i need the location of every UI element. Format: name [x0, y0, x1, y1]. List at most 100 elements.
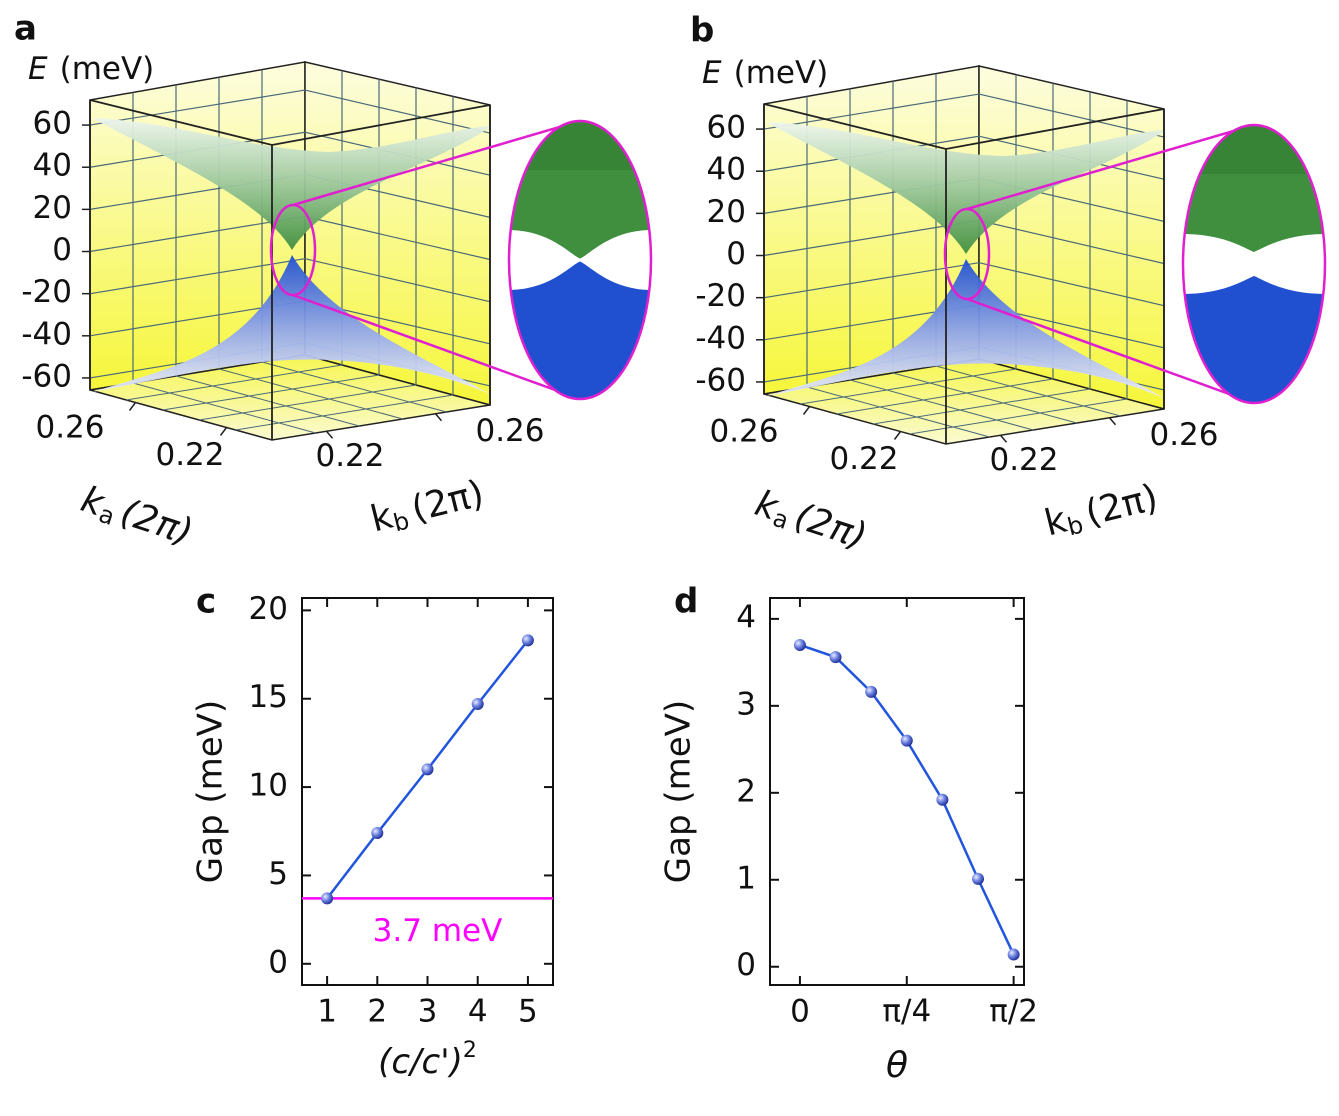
- ka-tick-label: 0.26: [709, 413, 778, 449]
- x-tick-label: π/4: [882, 994, 931, 1030]
- x-tick-label: 2: [367, 994, 387, 1030]
- z-tick-label: 0: [52, 232, 72, 268]
- inset-border: [1181, 123, 1327, 405]
- x-tick-label: 1: [317, 994, 337, 1030]
- z-tick-label: 20: [707, 194, 746, 230]
- x-tick-label: 4: [468, 994, 488, 1030]
- label-unit: (meV): [60, 51, 155, 87]
- lower-band: [92, 255, 492, 395]
- y-tick-label: 0: [268, 944, 288, 980]
- z-tick-label: -60: [21, 358, 72, 394]
- z-tick-label: 40: [707, 152, 746, 188]
- label-unit: (2π): [408, 473, 488, 530]
- floor-grid: [892, 372, 1077, 424]
- tick-mark: [128, 402, 137, 411]
- floor-grid: [806, 386, 990, 438]
- floor-grid: [935, 365, 1121, 417]
- z-tick-label: 20: [33, 190, 72, 226]
- zoom-content: [509, 121, 651, 399]
- label-symbol: E: [28, 51, 48, 87]
- reference-label: 3.7 meV: [373, 913, 503, 949]
- tick-mark: [434, 413, 443, 422]
- kb-tick-label: 0.22: [989, 442, 1058, 478]
- data-point: [900, 734, 913, 747]
- label-unit: (2π): [1082, 477, 1162, 534]
- tick-mark: [802, 406, 811, 415]
- floor-grid: [800, 368, 1017, 405]
- zoom-line: [966, 123, 1255, 211]
- z-tick-label: -20: [21, 274, 72, 310]
- z-axis-label: E (meV): [702, 55, 828, 91]
- z-tick-label: -20: [695, 278, 746, 314]
- grid-line: [978, 219, 1165, 265]
- y-tick-label: 4: [736, 599, 756, 635]
- y-tick-label: 15: [249, 679, 288, 715]
- tick-mark: [219, 427, 228, 436]
- surface-panel: 60 40 20 0 -20 -40 -60 0.26 0.22 0.22 0.26 E (meV) ka…: [695, 55, 1327, 557]
- data-point: [1007, 948, 1020, 961]
- grid-line: [978, 93, 1165, 138]
- data-point: [936, 793, 949, 806]
- ka-axis-label: ka(2π): [76, 479, 198, 555]
- floor-grid: [836, 378, 1054, 415]
- z-tick-label: -40: [695, 320, 746, 356]
- grid-line: [763, 262, 980, 299]
- box-edge: [763, 103, 1165, 444]
- floor-grid: [199, 384, 417, 421]
- tick-mark: [325, 430, 334, 439]
- data-point: [972, 872, 985, 885]
- panel-label: c: [196, 582, 216, 622]
- lower-band: [766, 259, 1166, 399]
- surface-panel: 60 40 20 0 -20 -40 -60 0.26 0.22 0.22 0.26 E (meV) ka…: [21, 51, 653, 555]
- panel-label: b: [690, 11, 714, 51]
- upper-band: [92, 118, 492, 250]
- label-unit: (2π): [790, 496, 872, 557]
- y-tick-label: 1: [736, 860, 756, 896]
- label-superscript: 2: [463, 1038, 477, 1063]
- grid-line: [978, 262, 1165, 307]
- data-point: [471, 698, 484, 711]
- grid-line: [89, 89, 306, 126]
- x-tick-label: π/2: [989, 994, 1038, 1030]
- label-unit: (2π): [116, 492, 198, 553]
- z-tick-label: 60: [707, 110, 746, 146]
- y-axis-label: Gap (meV): [191, 700, 231, 883]
- y-tick-label: 5: [268, 856, 288, 892]
- grid-line: [89, 258, 306, 295]
- floor-grid: [126, 364, 343, 401]
- label-symbol: E: [702, 55, 722, 91]
- inset-lower: [509, 261, 651, 399]
- zoom-line: [966, 297, 1255, 405]
- label-subscript: b: [1065, 510, 1087, 541]
- y-tick-label: 20: [249, 591, 288, 627]
- label-text: (c/c'): [378, 1042, 463, 1082]
- upper-band: [766, 122, 1166, 254]
- y-axis-label: Gap (meV): [659, 700, 699, 883]
- grid-line: [763, 93, 980, 130]
- box-edge: [89, 99, 491, 440]
- label-subscript: b: [391, 506, 413, 537]
- tick-mark: [1108, 417, 1117, 426]
- panel-label: d: [674, 582, 698, 622]
- data-point: [829, 651, 842, 664]
- y-tick-label: 0: [736, 947, 756, 983]
- grid-line: [304, 215, 491, 261]
- z-tick-label: -40: [21, 316, 72, 352]
- data-point: [793, 638, 806, 651]
- plot-frame: [769, 597, 1025, 986]
- data-point: [321, 892, 334, 905]
- data-point: [865, 685, 878, 698]
- floor-grid: [218, 368, 403, 420]
- tick-mark: [999, 434, 1008, 443]
- data-line: [799, 643, 1015, 956]
- z-tick-label: -60: [695, 362, 746, 398]
- grid-line: [304, 258, 491, 303]
- y-tick-label: 10: [249, 768, 288, 804]
- z-axis-label: E (meV): [28, 51, 154, 87]
- z-tick-label: 60: [33, 106, 72, 142]
- kb-tick-label: 0.22: [315, 438, 384, 474]
- floor-grid: [132, 382, 316, 434]
- data-point: [421, 763, 434, 776]
- floor-grid: [162, 374, 380, 411]
